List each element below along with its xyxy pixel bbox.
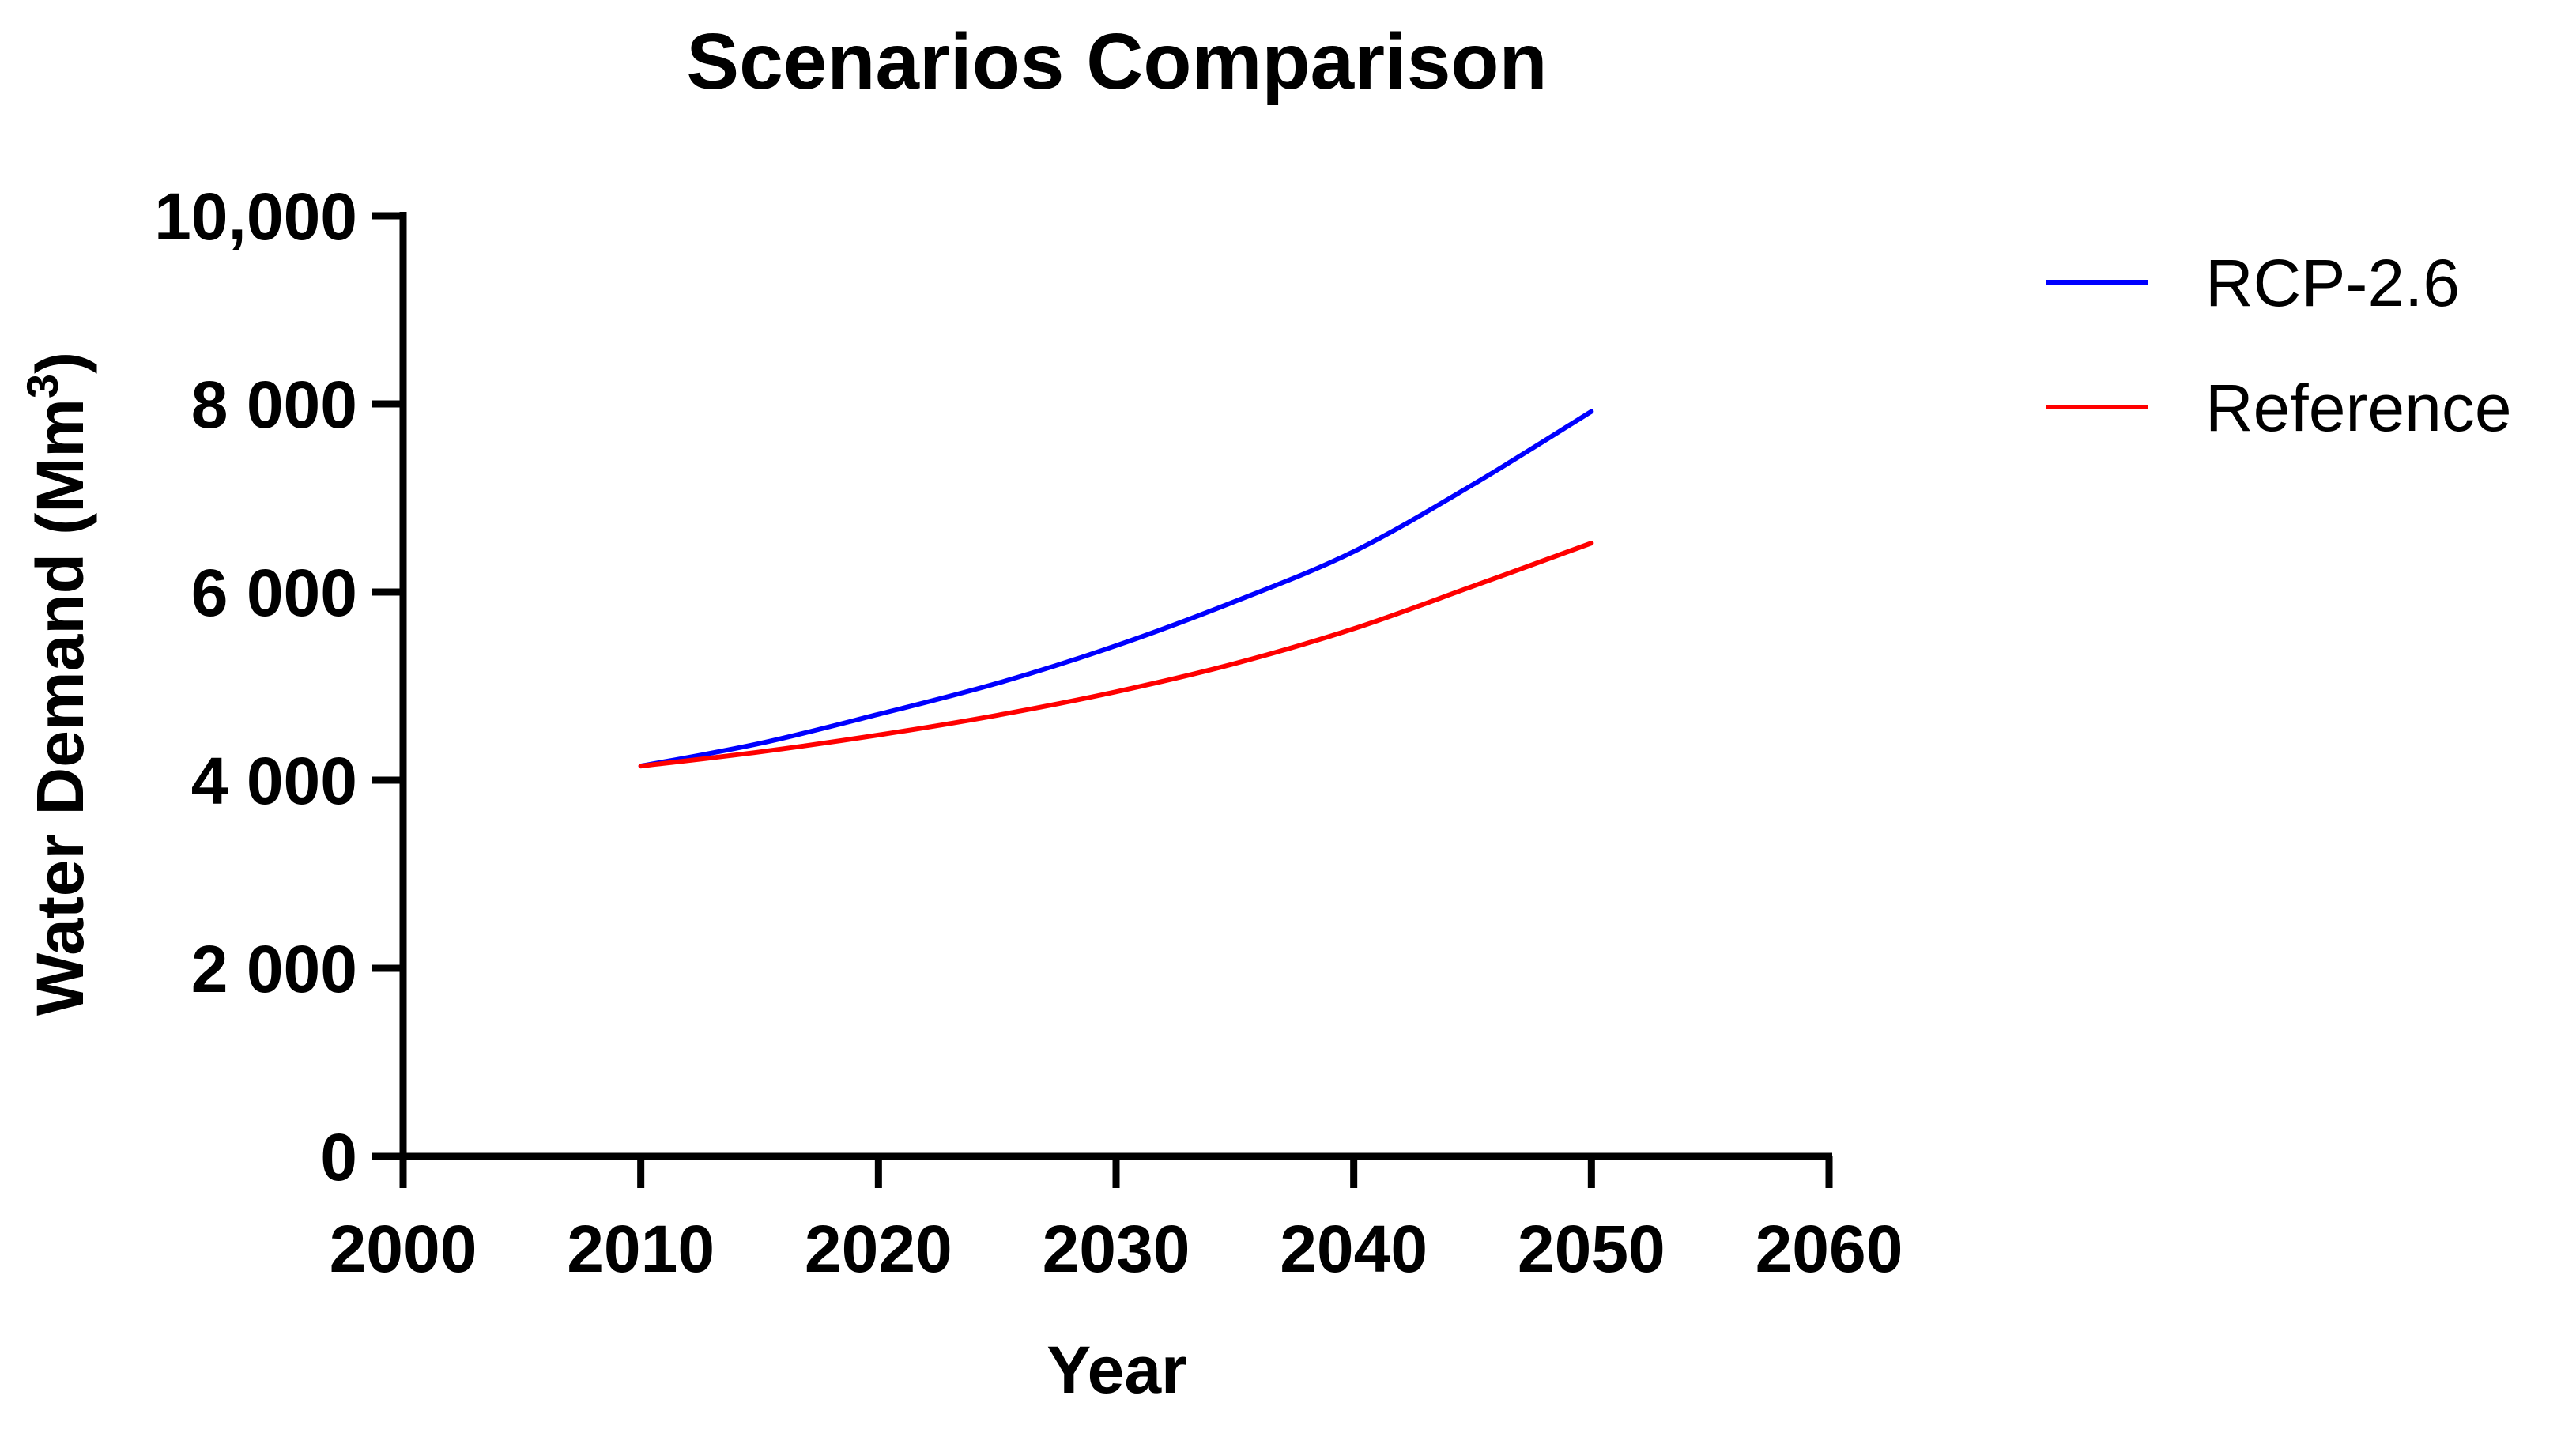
legend: RCP-2.6 Reference: [2046, 246, 2512, 445]
chart-title: Scenarios Comparison: [686, 17, 1547, 106]
x-tick-label: 2020: [805, 1212, 952, 1286]
legend-label: Reference: [2205, 371, 2512, 445]
x-tick-label: 2000: [330, 1212, 477, 1286]
y-axis-ticks: 0 2 000 4 000 6 000 8 000 10,000: [154, 179, 403, 1194]
x-tick-label: 2010: [567, 1212, 715, 1286]
y-axis-label-main: Water Demand (Mm: [23, 398, 97, 1016]
y-tick-label: 2 000: [191, 932, 357, 1006]
y-axis-label-superscript: 3: [17, 374, 67, 398]
y-tick-label: 10,000: [154, 179, 357, 254]
y-tick-label: 4 000: [191, 744, 357, 818]
x-tick-label: 2060: [1756, 1212, 1903, 1286]
legend-label: RCP-2.6: [2205, 246, 2460, 320]
x-axis-ticks: 2000 2010 2020 2030 2040 2050 2060: [330, 1156, 1903, 1286]
y-axis-label: Water Demand (Mm3): [17, 352, 97, 1016]
y-tick-label: 0: [320, 1120, 357, 1194]
series-lines: [638, 409, 1594, 769]
y-tick-label: 6 000: [191, 556, 357, 630]
axes: [399, 212, 1832, 1160]
series-line-reference: [638, 541, 1594, 769]
x-tick-label: 2050: [1518, 1212, 1665, 1286]
x-axis-label: Year: [1047, 1333, 1187, 1407]
x-tick-label: 2040: [1280, 1212, 1428, 1286]
y-axis-label-suffix: ): [23, 352, 97, 374]
x-tick-label: 2030: [1043, 1212, 1190, 1286]
series-line-rcp-2-6: [638, 409, 1594, 769]
y-tick-label: 8 000: [191, 368, 357, 442]
